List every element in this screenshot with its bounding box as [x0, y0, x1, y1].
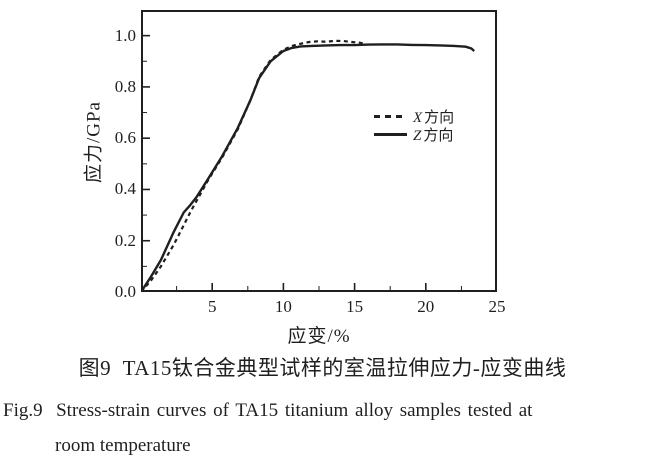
legend-symbol-x: X: [413, 109, 423, 126]
caption-chinese: 图9 TA15钛合金典型试样的室温拉伸应力-应变曲线: [78, 356, 567, 380]
y-tick-label: 0.2: [114, 230, 136, 250]
y-tick-label: 0.0: [114, 282, 136, 301]
x-tick-label: 15: [346, 297, 364, 316]
legend-text-z: 方向: [423, 127, 454, 144]
x-tick-label: 10: [274, 297, 292, 316]
y-tick-label: 0.6: [114, 128, 136, 148]
solid-line-sample-icon: [374, 132, 407, 136]
legend-label-x-direction: X 方向: [413, 106, 454, 127]
series-x-direction: [141, 39, 367, 292]
legend-label-z-direction: Z 方向: [413, 124, 453, 145]
y-tick-label: 1.0: [114, 25, 136, 45]
caption-english-line2: room temperature: [55, 435, 191, 456]
series-z-direction: [141, 43, 475, 292]
legend-symbol-z: Z: [413, 127, 422, 144]
legend-item-x-direction: X 方向: [374, 106, 454, 127]
plot-frame: [141, 10, 497, 292]
y-tick-label: 0.4: [114, 179, 136, 199]
dashed-line-sample-icon: [374, 114, 407, 118]
legend-text-x: 方向: [424, 109, 455, 126]
legend: X 方向 Z 方向: [374, 106, 454, 145]
x-axis-title: 应变/%: [287, 326, 351, 347]
plot-area: [141, 10, 497, 292]
legend-item-z-direction: Z 方向: [374, 124, 454, 145]
x-tick-label: 25: [488, 297, 506, 316]
y-tick-label: 0.8: [114, 76, 136, 96]
caption-english-line1: Fig.9 Stress-strain curves of TA15 titan…: [3, 400, 533, 421]
x-tick-label: 20: [417, 297, 435, 316]
x-tick-label: 5: [207, 297, 217, 316]
